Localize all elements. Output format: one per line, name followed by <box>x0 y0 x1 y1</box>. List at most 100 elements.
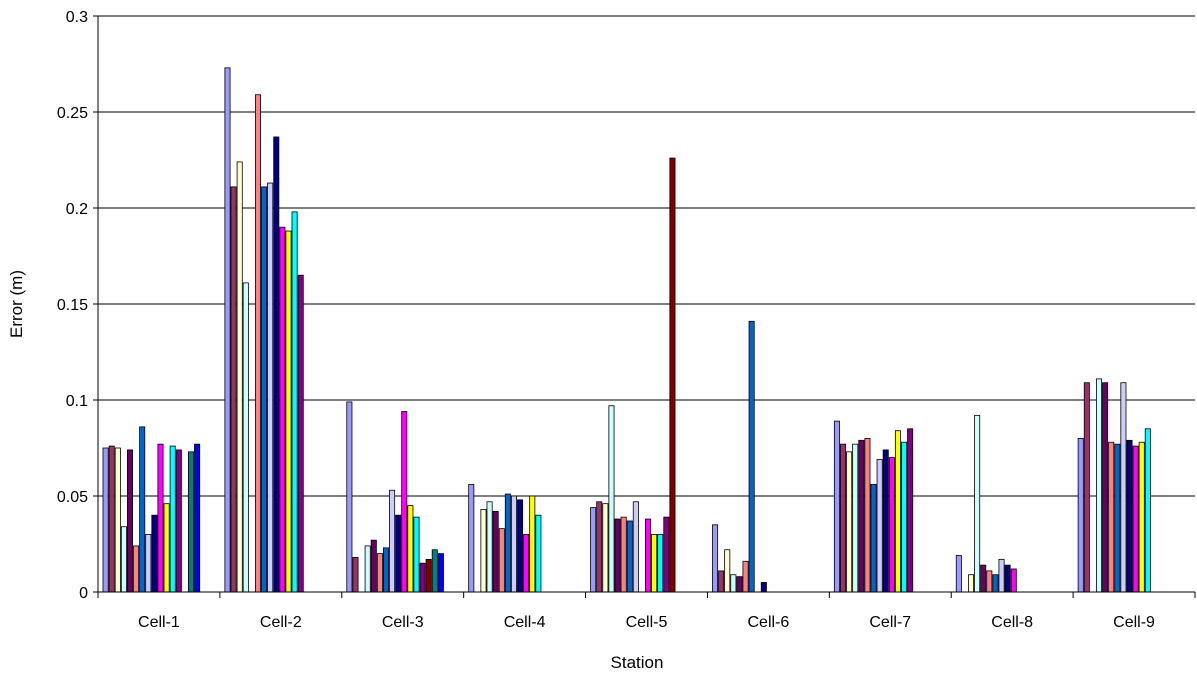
bar <box>712 524 719 593</box>
bar <box>864 437 871 593</box>
bar <box>419 562 426 593</box>
bar <box>882 449 889 593</box>
bar <box>376 553 383 593</box>
bar <box>760 582 767 593</box>
bar <box>108 445 115 593</box>
bar <box>224 67 231 593</box>
bar <box>1004 564 1011 593</box>
bar <box>955 555 962 593</box>
bar <box>602 503 609 593</box>
bar <box>992 574 999 593</box>
bar <box>370 539 377 593</box>
bar <box>425 558 432 593</box>
bar <box>346 401 353 593</box>
x-tick-label: Cell-3 <box>382 614 424 631</box>
bar <box>980 564 987 593</box>
bar <box>133 545 140 593</box>
bar <box>413 516 420 593</box>
bar <box>657 534 664 593</box>
y-tick-label: 0.1 <box>66 393 88 410</box>
bar <box>120 526 127 593</box>
x-tick-label: Cell-4 <box>504 614 546 631</box>
bar <box>510 495 517 593</box>
bar <box>742 560 749 593</box>
bar <box>1102 382 1109 593</box>
bar <box>151 514 158 593</box>
bar <box>1132 445 1139 593</box>
bar <box>382 547 389 593</box>
bar <box>888 457 895 593</box>
bar <box>486 501 493 593</box>
x-tick-label: Cell-1 <box>138 614 180 631</box>
y-tick-label: 0.2 <box>66 201 88 218</box>
bar <box>858 439 865 593</box>
x-tick-label: Cell-9 <box>1113 614 1155 631</box>
bar <box>663 516 670 593</box>
bar <box>504 493 511 593</box>
bar <box>1144 428 1151 593</box>
bar <box>852 443 859 593</box>
bar <box>651 534 658 593</box>
bar <box>498 528 505 593</box>
bar <box>230 186 237 593</box>
x-tick-label: Cell-7 <box>869 614 911 631</box>
bar <box>1126 439 1133 593</box>
bar <box>968 574 975 593</box>
bar <box>718 570 725 593</box>
bar <box>1108 441 1115 593</box>
bar <box>724 549 731 593</box>
x-axis-title: Station <box>611 653 664 672</box>
bar <box>261 186 268 593</box>
bar <box>175 449 182 593</box>
bar <box>169 445 176 593</box>
bar <box>748 320 755 593</box>
bar <box>614 518 621 593</box>
bar <box>901 441 908 593</box>
bar <box>730 574 737 593</box>
bars <box>102 67 1151 593</box>
bar <box>894 430 901 593</box>
bar <box>194 443 201 593</box>
bar <box>364 545 371 593</box>
y-tick-label: 0.15 <box>57 297 88 314</box>
bar <box>632 501 639 593</box>
bar <box>840 443 847 593</box>
bar <box>254 94 261 593</box>
bar <box>529 495 536 593</box>
bar <box>145 534 152 593</box>
bar <box>163 503 170 593</box>
bar <box>620 516 627 593</box>
bar <box>114 447 121 593</box>
bar <box>242 282 249 593</box>
bar <box>736 576 743 593</box>
y-tick-label: 0 <box>79 585 88 602</box>
bar <box>535 514 542 593</box>
bar <box>1096 378 1103 593</box>
y-tick-label: 0.3 <box>66 9 88 26</box>
bar <box>267 182 274 593</box>
bar <box>127 449 134 593</box>
bar <box>1138 441 1145 593</box>
bar <box>998 558 1005 593</box>
bar <box>1077 437 1084 593</box>
bar <box>480 509 487 593</box>
bar <box>297 274 304 593</box>
y-axis-title: Error (m) <box>7 270 26 338</box>
bar <box>492 510 499 593</box>
bar <box>437 553 444 593</box>
bar <box>102 447 109 593</box>
bar <box>1120 382 1127 593</box>
bar <box>870 484 877 593</box>
bar <box>523 534 530 593</box>
bar <box>157 443 164 593</box>
bar <box>279 226 286 593</box>
bar <box>608 405 615 593</box>
bar <box>273 136 280 593</box>
bar <box>352 557 359 593</box>
bar <box>389 489 396 593</box>
bar <box>833 420 840 593</box>
bar <box>876 459 883 593</box>
bar <box>645 518 652 593</box>
bar <box>846 451 853 593</box>
